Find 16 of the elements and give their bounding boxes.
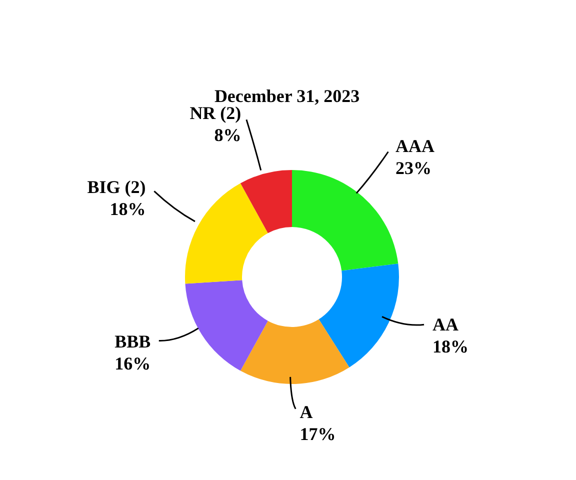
donut-slice <box>185 183 268 284</box>
data-label: 18% <box>110 198 146 219</box>
slice-label: AAA <box>396 136 435 156</box>
data-label: 17% <box>300 424 336 444</box>
data-label: 18% <box>432 336 469 357</box>
data-label: 23% <box>396 158 432 178</box>
donut-slice <box>240 319 350 384</box>
donut-slice <box>240 170 292 234</box>
slice-label: BIG (2) <box>87 176 146 197</box>
slice-label: AA <box>432 314 459 335</box>
donut-slice <box>185 280 268 371</box>
donut-slice <box>318 264 399 368</box>
slice-label: A <box>300 402 313 422</box>
slice-label: BBB <box>114 331 151 352</box>
data-label: 8% <box>214 124 242 145</box>
data-label: 16% <box>114 353 151 374</box>
